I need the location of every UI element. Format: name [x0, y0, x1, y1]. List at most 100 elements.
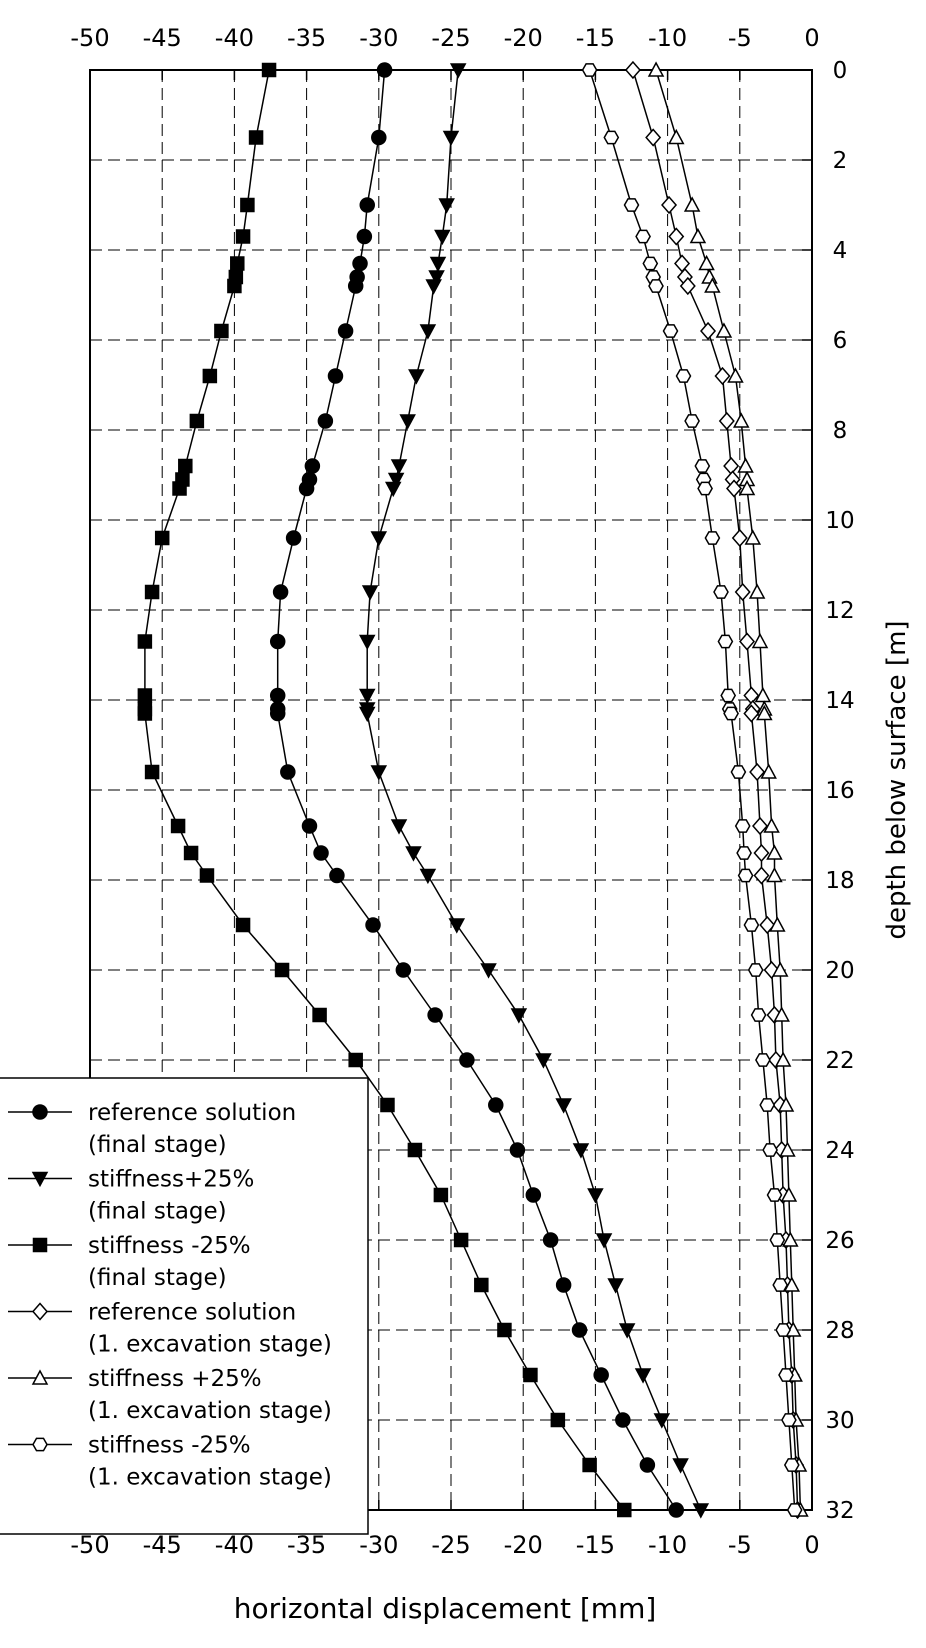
legend-item-3: stiffness -25% (final stage): [8, 1233, 251, 1291]
data-point: [298, 480, 315, 497]
data-point: [769, 1233, 786, 1247]
data-point: [555, 1098, 572, 1114]
data-point: [593, 1367, 609, 1383]
data-point: [408, 369, 425, 385]
data-point: [734, 582, 751, 602]
data-point: [419, 324, 437, 340]
data-point: [726, 479, 743, 498]
data-point: [727, 367, 744, 383]
y-tick-label: 12: [825, 598, 854, 624]
data-point: [763, 817, 780, 833]
x-tick-label-bottom: -30: [359, 1531, 398, 1559]
data-point: [261, 62, 277, 78]
y-tick-label: 24: [825, 1138, 854, 1164]
series-1: [269, 62, 685, 1518]
data-point: [172, 481, 187, 496]
series-6: [581, 63, 803, 1517]
data-point: [772, 1278, 789, 1292]
data-point: [269, 687, 286, 704]
data-point: [285, 530, 302, 546]
data-point: [668, 1502, 685, 1518]
data-point: [647, 61, 665, 77]
y-tick-label: 10: [825, 508, 854, 534]
data-point: [743, 918, 760, 932]
data-point: [497, 1322, 512, 1338]
x-tick-label-bottom: -10: [648, 1531, 687, 1559]
data-point: [154, 530, 170, 546]
data-point: [751, 632, 769, 649]
x-tick-label-bottom: -5: [728, 1531, 752, 1559]
data-point: [747, 963, 764, 977]
data-point: [269, 633, 286, 650]
data-point: [750, 1008, 767, 1022]
data-point: [144, 764, 160, 780]
x-tick-label-bottom: -35: [287, 1531, 326, 1559]
data-point: [766, 866, 783, 883]
data-point: [178, 458, 193, 474]
data-point: [684, 414, 700, 428]
y-tick-label: 28: [825, 1318, 854, 1344]
data-point: [639, 1457, 656, 1473]
x-tick-label-top: -5: [728, 24, 752, 52]
data-point: [777, 1096, 795, 1112]
data-point: [748, 583, 766, 599]
data-point: [607, 1278, 624, 1294]
data-point: [717, 634, 734, 649]
data-point: [623, 198, 640, 212]
data-point: [480, 963, 497, 979]
data-point: [313, 845, 329, 861]
data-point: [781, 1413, 797, 1427]
data-point: [642, 256, 659, 271]
data-point: [359, 197, 375, 213]
data-point: [701, 268, 718, 284]
x-tick-label-top: -50: [70, 24, 109, 52]
data-point: [780, 1186, 798, 1202]
data-point: [782, 1231, 799, 1247]
data-point: [399, 414, 416, 430]
data-point: [749, 762, 766, 782]
data-point: [723, 456, 740, 476]
y-tick-label: 16: [825, 778, 854, 804]
x-tick-label-bottom: -15: [576, 1531, 615, 1559]
data-point: [683, 196, 701, 212]
data-point: [603, 130, 620, 145]
data-point: [645, 128, 662, 147]
data-point: [227, 278, 242, 294]
data-point: [698, 254, 715, 271]
legend-label: (final stage): [88, 1265, 227, 1291]
legend-item-1: reference solution (final stage): [8, 1100, 296, 1158]
data-point: [419, 868, 437, 885]
data-point: [731, 528, 748, 548]
data-point: [635, 229, 651, 244]
data-point: [762, 1143, 778, 1157]
y-tick-label: 8: [833, 418, 848, 444]
legend-item-2: stiffness+25% (final stage): [8, 1167, 254, 1225]
data-point: [535, 1053, 552, 1069]
data-point: [405, 846, 422, 862]
data-point: [571, 1322, 588, 1338]
data-point: [240, 197, 255, 213]
legend-label: stiffness -25%: [88, 1433, 251, 1459]
data-point: [371, 129, 387, 146]
data-point: [737, 457, 754, 473]
y-tick-label: 30: [825, 1408, 854, 1434]
x-tick-label-bottom: -40: [215, 1531, 254, 1559]
data-point: [523, 1367, 538, 1383]
data-point: [617, 1502, 632, 1518]
data-point: [248, 130, 264, 145]
y-tick-label: 26: [825, 1228, 854, 1254]
data-point: [358, 706, 376, 723]
data-point: [692, 1503, 710, 1519]
data-point: [713, 585, 729, 599]
x-tick-label-top: -25: [431, 24, 470, 52]
series-2: [358, 63, 710, 1519]
y-tick-label: 6: [833, 328, 848, 354]
data-point: [304, 458, 321, 474]
series-group: [137, 60, 809, 1520]
data-point: [634, 1368, 652, 1384]
data-point: [337, 323, 354, 339]
data-point: [624, 60, 641, 80]
data-point: [779, 1141, 796, 1157]
data-point: [434, 229, 451, 246]
data-point: [752, 816, 769, 836]
